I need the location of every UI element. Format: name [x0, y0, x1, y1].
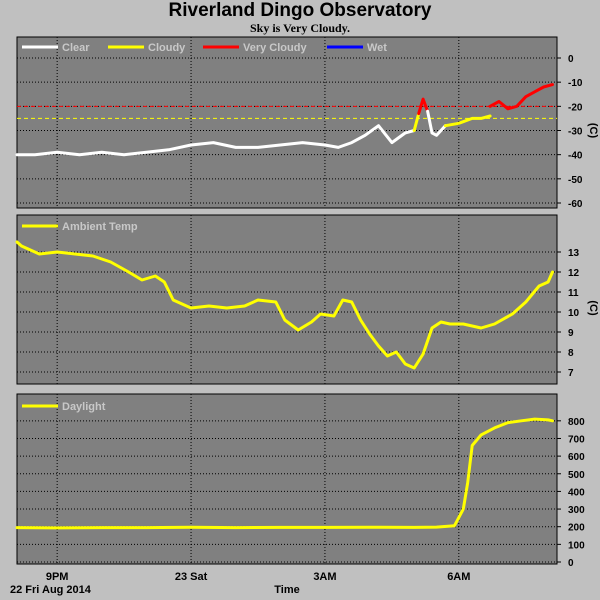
ambient-ytick-label: 11 [568, 288, 579, 299]
ambient-ytick-label: 10 [568, 308, 580, 319]
x-tick-label: 9PM [46, 571, 69, 583]
ambient-ytick-label: 9 [568, 328, 574, 339]
date-label: 22 Fri Aug 2014 [10, 584, 92, 596]
daylight-ytick-label: 500 [568, 470, 585, 481]
daylight-series-line-0 [15, 417, 554, 530]
x-tick-label: 23 Sat [175, 571, 208, 583]
x-axis-label: Time [274, 584, 299, 596]
sky-legend-label: Clear [62, 42, 90, 54]
sky-panel: 0 -10 -20 -30 -40 -50 -60 (C) Clear Cloudy Very Cl… [15, 36, 599, 210]
daylight-panel: 0 100 200 300 400 500 600 700 800 Daylight [15, 393, 585, 569]
sky-ytick-label: -40 [568, 151, 583, 162]
daylight-ytick-label: 800 [568, 417, 585, 428]
sky-ytick-label: -50 [568, 175, 583, 186]
sky-series-line-4 [443, 114, 492, 128]
sky-legend-label: Cloudy [148, 42, 186, 54]
ambient-legend-label: Ambient Temp [62, 221, 138, 233]
daylight-legend-label: Daylight [62, 401, 106, 413]
ambient-ytick-label: 8 [568, 348, 574, 359]
sky-series-line-5 [488, 83, 554, 111]
sky-series-line-2 [417, 97, 430, 116]
sky-legend-label: Wet [367, 42, 387, 54]
daylight-ytick-label: 600 [568, 452, 585, 463]
daylight-ytick-label: 100 [568, 540, 585, 551]
sky-legend-label: Very Cloudy [243, 42, 307, 54]
ambient-ytick-label: 13 [568, 248, 580, 259]
sky-series-line-0 [15, 124, 416, 157]
daylight-plot-area [16, 393, 558, 565]
ambient-ytick-label: 12 [568, 268, 580, 279]
sky-series-line-1 [412, 112, 421, 132]
daylight-ytick-label: 300 [568, 505, 585, 516]
sky-ytick-label: -10 [568, 78, 583, 89]
sky-ytick-label: -60 [568, 199, 583, 210]
sky-ytick-label: -30 [568, 127, 583, 138]
sky-ytick-label: -20 [568, 102, 583, 113]
sky-ytick-label: 0 [568, 54, 574, 65]
x-tick-label: 3AM [313, 571, 336, 583]
x-tick-label: 6AM [447, 571, 470, 583]
daylight-ytick-label: 700 [568, 434, 585, 445]
page-title: Riverland Dingo Observatory [168, 0, 432, 21]
sky-series-line-3 [426, 109, 447, 137]
ambient-series-line-0 [15, 240, 554, 370]
ambient-y-axis-label: (C) [587, 300, 599, 316]
daylight-ytick-label: 200 [568, 523, 585, 534]
daylight-ytick-label: 400 [568, 487, 585, 498]
ambient-plot-area [16, 214, 558, 385]
ambient-ytick-label: 7 [568, 368, 574, 379]
sky-plot-area [16, 36, 558, 209]
sky-y-axis-label: (C) [587, 123, 599, 139]
ambient-panel: 7 8 9 10 11 12 13 (C) Ambient Temp [15, 214, 599, 385]
daylight-ytick-label: 0 [568, 558, 574, 569]
sky-status-subtitle: Sky is Very Cloudy. [249, 21, 351, 35]
